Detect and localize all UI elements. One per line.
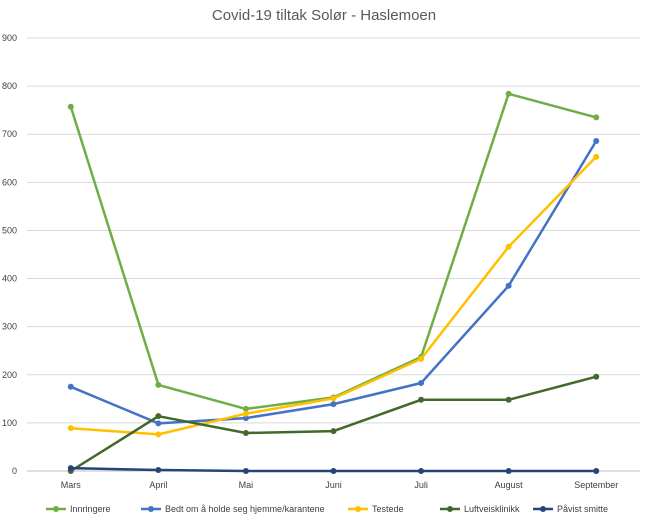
- x-axis-ticks: Mars April Mai Juni Juli August September: [61, 480, 618, 490]
- y-tick-label: 600: [2, 177, 17, 187]
- series-line: [69, 155, 598, 436]
- chart-title: Covid-19 tiltak Solør - Haslemoen: [212, 7, 436, 24]
- data-point: [418, 468, 425, 474]
- data-point: [155, 420, 162, 427]
- legend-item: Påvist smitte: [533, 504, 608, 514]
- y-tick-label: 100: [2, 418, 17, 428]
- data-point: [155, 381, 162, 388]
- x-tick-label: Mai: [239, 480, 254, 490]
- data-point: [67, 465, 74, 472]
- data-point: [593, 114, 600, 121]
- x-tick-label: Juni: [325, 480, 342, 490]
- data-point: [242, 429, 249, 436]
- legend-item: Innringere: [46, 504, 111, 514]
- legend-label: Testede: [372, 504, 404, 514]
- data-point: [505, 396, 512, 403]
- data-point: [418, 396, 425, 403]
- data-point: [505, 90, 512, 97]
- legend-item: Luftveisklinikk: [440, 504, 520, 514]
- series-lines: [67, 90, 600, 474]
- legend-marker: [355, 506, 361, 512]
- data-point: [67, 425, 74, 432]
- y-tick-label: 500: [2, 225, 17, 235]
- legend-marker: [447, 506, 453, 512]
- data-point: [418, 379, 425, 386]
- legend-label: Innringere: [70, 504, 111, 514]
- x-tick-label: September: [574, 480, 618, 490]
- data-point: [330, 468, 337, 474]
- data-point: [418, 355, 425, 362]
- data-point: [242, 410, 249, 417]
- data-point: [593, 153, 600, 160]
- x-tick-label: Juli: [414, 480, 428, 490]
- data-point: [593, 373, 600, 380]
- series-line: [69, 92, 598, 411]
- y-tick-label: 0: [12, 466, 17, 476]
- y-tick-label: 400: [2, 274, 17, 284]
- y-tick-label: 900: [2, 33, 17, 43]
- data-point: [242, 405, 249, 412]
- series-1: [67, 137, 600, 427]
- x-tick-label: August: [495, 480, 524, 490]
- y-tick-label: 300: [2, 322, 17, 332]
- y-tick-label: 700: [2, 129, 17, 139]
- data-point: [505, 243, 512, 250]
- data-point: [155, 467, 162, 474]
- series-2: [67, 153, 600, 438]
- legend-marker: [53, 506, 59, 512]
- x-tick-label: April: [149, 480, 167, 490]
- data-point: [330, 395, 337, 402]
- data-point: [330, 401, 337, 408]
- legend-label: Luftveisklinikk: [464, 504, 520, 514]
- data-point: [242, 468, 249, 474]
- data-point: [330, 428, 337, 435]
- y-tick-label: 200: [2, 370, 17, 380]
- y-axis-ticks: 0 100 200 300 400 500 600 700 800 900: [2, 33, 17, 476]
- y-tick-label: 800: [2, 81, 17, 91]
- legend-marker: [540, 506, 546, 512]
- data-point: [67, 383, 74, 390]
- data-point: [593, 468, 600, 474]
- data-point: [155, 413, 162, 420]
- legend: Innringere Bedt om å holde seg hjemme/kar…: [46, 504, 608, 514]
- x-tick-label: Mars: [61, 480, 81, 490]
- series-4: [67, 465, 600, 474]
- gridlines: [27, 37, 640, 472]
- legend-label: Bedt om å holde seg hjemme/karantene: [165, 504, 325, 514]
- series-3: [67, 373, 600, 474]
- legend-label: Påvist smitte: [557, 504, 608, 514]
- data-point: [593, 137, 600, 144]
- series-line: [69, 375, 598, 473]
- series-line: [69, 139, 598, 425]
- data-point: [67, 103, 74, 110]
- legend-marker: [148, 506, 154, 512]
- legend-item: Testede: [348, 504, 404, 514]
- data-point: [155, 431, 162, 438]
- data-point: [505, 282, 512, 289]
- legend-item: Bedt om å holde seg hjemme/karantene: [141, 504, 325, 514]
- data-point: [242, 415, 249, 422]
- data-point: [505, 468, 512, 474]
- series-0: [67, 90, 600, 412]
